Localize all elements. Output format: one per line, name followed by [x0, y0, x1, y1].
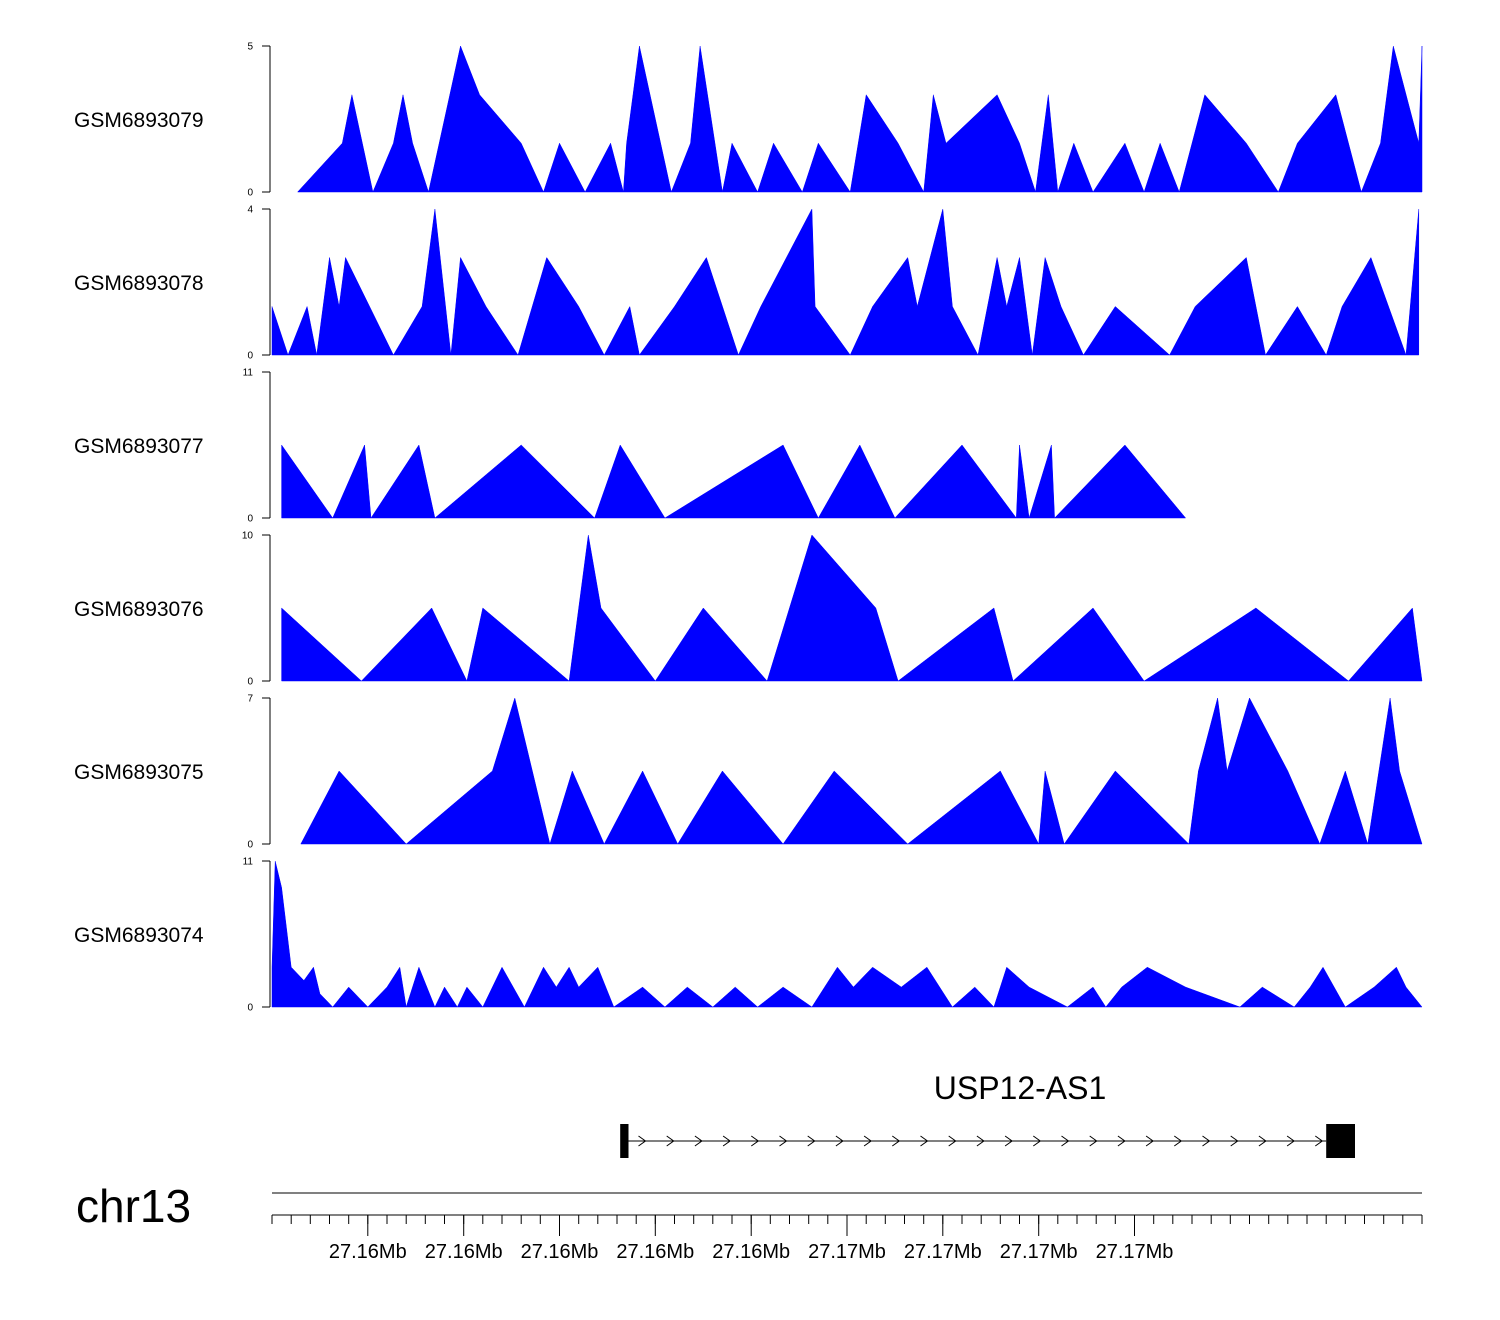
coverage-tracks: GSM689307905GSM689307804GSM6893077011GSM…	[74, 42, 1423, 1014]
strand-arrow	[948, 1135, 957, 1147]
y-tick-label: 4	[247, 205, 253, 216]
y-tick-label: 0	[247, 840, 253, 851]
strand-arrow	[920, 1135, 929, 1147]
coverage-area	[300, 697, 1423, 845]
track-label: GSM6893076	[74, 598, 204, 621]
axis-tick-label: 27.16Mb	[712, 1241, 790, 1263]
coverage-track-GSM6893078: GSM6893078 0 4	[74, 205, 1420, 362]
strand-arrow	[1258, 1135, 1267, 1147]
strand-arrow	[751, 1135, 760, 1147]
strand-arrow	[694, 1135, 703, 1147]
coverage-area	[271, 860, 1423, 1008]
track-label: GSM6893074	[74, 924, 204, 947]
gene-track: USP12-AS1	[620, 1070, 1355, 1158]
strand-arrow	[1202, 1135, 1211, 1147]
chromosome-label: chr13	[76, 1180, 191, 1232]
y-tick-label: 0	[247, 1003, 253, 1014]
axis-tick-label: 27.16Mb	[616, 1241, 694, 1263]
axis-tick-label: 27.17Mb	[904, 1241, 982, 1263]
coverage-track-GSM6893079: GSM6893079 0 5	[74, 42, 1423, 199]
y-tick-label: 10	[242, 531, 254, 542]
strand-arrow	[1315, 1135, 1324, 1147]
axis-tick-label: 27.17Mb	[1096, 1241, 1174, 1263]
strand-arrow	[666, 1135, 675, 1147]
strand-arrow	[1033, 1135, 1042, 1147]
axis-tick-label: 27.16Mb	[425, 1241, 503, 1263]
y-tick-label: 11	[243, 857, 254, 868]
coverage-track-GSM6893076: GSM6893076 0 10	[74, 531, 1423, 688]
coverage-track-GSM6893075: GSM6893075 0 7	[74, 694, 1423, 851]
strand-arrow	[1061, 1135, 1070, 1147]
y-tick-label: 11	[243, 368, 254, 379]
gene-exon	[620, 1124, 629, 1158]
strand-arrow	[1089, 1135, 1098, 1147]
axis-tick-label: 27.17Mb	[1000, 1241, 1078, 1263]
axis-tick-label: 27.17Mb	[808, 1241, 886, 1263]
strand-arrow	[1286, 1135, 1295, 1147]
strand-arrow	[1117, 1135, 1126, 1147]
coverage-area	[281, 534, 1423, 682]
track-label: GSM6893079	[74, 109, 204, 132]
gene-label: USP12-AS1	[934, 1070, 1107, 1106]
strand-arrow	[892, 1135, 901, 1147]
coverage-track-GSM6893074: GSM6893074 0 11	[74, 857, 1423, 1014]
genome-axis: chr13 27.16Mb 27.16Mb 27.16Mb 27.16Mb 27.16M…	[76, 1180, 1423, 1263]
coverage-area	[281, 444, 1187, 519]
strand-arrow	[807, 1135, 816, 1147]
track-label: GSM6893075	[74, 761, 204, 784]
strand-arrow	[1174, 1135, 1183, 1147]
y-tick-label: 7	[247, 694, 253, 705]
axis-tick-label: 27.16Mb	[521, 1241, 599, 1263]
strand-arrow	[722, 1135, 731, 1147]
y-tick-label: 0	[247, 677, 253, 688]
strand-arrow	[835, 1135, 844, 1147]
gene-exon	[1326, 1124, 1355, 1158]
y-tick-label: 5	[247, 42, 253, 53]
strand-arrow	[976, 1135, 985, 1147]
y-tick-label: 0	[247, 188, 253, 199]
y-tick-label: 0	[247, 514, 253, 525]
coverage-area	[297, 45, 1423, 193]
track-label: GSM6893077	[74, 435, 204, 458]
strand-arrow	[638, 1135, 647, 1147]
strand-arrow	[863, 1135, 872, 1147]
axis-tick-label: 27.16Mb	[329, 1241, 407, 1263]
strand-arrow	[1004, 1135, 1013, 1147]
strand-arrow	[1230, 1135, 1239, 1147]
y-tick-label: 0	[247, 351, 253, 362]
strand-arrow	[779, 1135, 788, 1147]
coverage-area	[271, 208, 1420, 356]
strand-arrow	[1145, 1135, 1154, 1147]
coverage-track-GSM6893077: GSM6893077 0 11	[74, 368, 1187, 525]
track-label: GSM6893078	[74, 272, 204, 295]
